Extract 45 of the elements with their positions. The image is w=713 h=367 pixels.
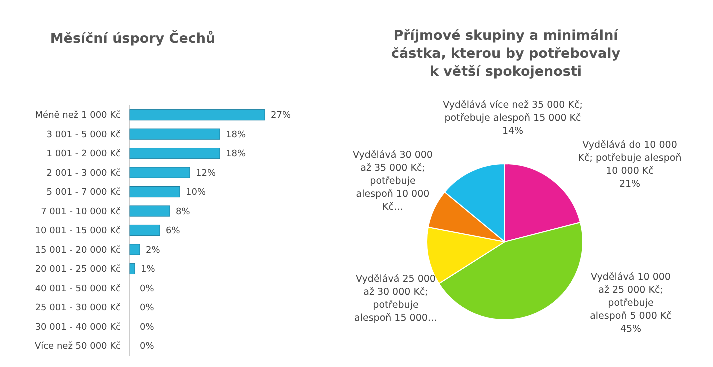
slice-label: Vydělává do 10 000 Kč; potřebuje alespoň 10 000 Kč bbox=[578, 140, 682, 177]
data-label: 6% bbox=[166, 226, 181, 237]
data-label: 21% bbox=[619, 179, 641, 190]
bar bbox=[130, 186, 180, 198]
y-tick-label: 15 001 - 20 000 Kč bbox=[35, 244, 122, 256]
bar bbox=[130, 206, 170, 217]
data-label: 18% bbox=[226, 150, 246, 160]
data-label: 10% bbox=[186, 188, 206, 198]
data-label: 12% bbox=[196, 168, 216, 179]
y-tick-label: 20 001 - 25 000 Kč bbox=[35, 264, 122, 276]
y-tick-label: 30 001 - 40 000 Kč bbox=[35, 322, 122, 333]
chart-title: Měsíční úspory Čechů bbox=[50, 30, 216, 47]
data-label: 18% bbox=[226, 130, 246, 140]
data-label: 45% bbox=[620, 324, 642, 335]
data-label: 14% bbox=[502, 126, 524, 137]
y-tick-label: Méně než 1 000 Kč bbox=[35, 110, 122, 122]
data-label: 1% bbox=[141, 265, 156, 276]
y-tick-label: 1 001 - 2 000 Kč bbox=[46, 148, 122, 160]
data-label: 0% bbox=[140, 342, 155, 352]
data-label: 0% bbox=[140, 322, 155, 333]
y-tick-label: 2 001 - 3 000 Kč bbox=[46, 168, 122, 179]
data-label: 0% bbox=[140, 304, 155, 314]
y-tick-label: 10 001 - 15 000 Kč bbox=[35, 226, 122, 237]
data-label: 27% bbox=[271, 111, 292, 122]
y-tick-label: 25 001 - 30 000 Kč bbox=[35, 302, 122, 314]
y-tick-label: Více než 50 000 Kč bbox=[34, 341, 122, 352]
bar bbox=[130, 244, 140, 256]
slice-label: Vydělává více než 35 000 Kč; potřebuje alespoň 15 000 Kč bbox=[443, 100, 583, 124]
data-label: 0% bbox=[140, 284, 155, 294]
y-tick-label: 7 001 - 10 000 Kč bbox=[41, 206, 122, 218]
chart-title: Příjmové skupiny a minimální částka, kterou by potřebovaly k větší spokojenosti bbox=[392, 28, 621, 80]
bar bbox=[130, 128, 220, 140]
y-tick-label: 3 001 - 5 000 Kč bbox=[46, 129, 122, 140]
bar bbox=[130, 167, 190, 178]
y-tick-label: 5 001 - 7 000 Kč bbox=[46, 187, 122, 198]
bar bbox=[130, 110, 266, 121]
bar bbox=[130, 224, 160, 236]
bar bbox=[130, 263, 136, 275]
data-label: 8% bbox=[176, 207, 191, 218]
y-tick-label: 40 001 - 50 000 Kč bbox=[35, 283, 122, 294]
slice-label: Vydělává 10 000 až 25 000 Kč; potřebuje alespoň 5 000 Kč bbox=[590, 272, 672, 322]
bar bbox=[130, 148, 220, 160]
slice-label: Vydělává 25 000 až 30 000 Kč; potřebuje alespoň 15 000… bbox=[354, 274, 438, 324]
data-label: 2% bbox=[146, 246, 161, 256]
slice-label: Vydělává 30 000 až 35 000 Kč; potřebuje alespoň 10 000 Kč… bbox=[353, 150, 433, 213]
